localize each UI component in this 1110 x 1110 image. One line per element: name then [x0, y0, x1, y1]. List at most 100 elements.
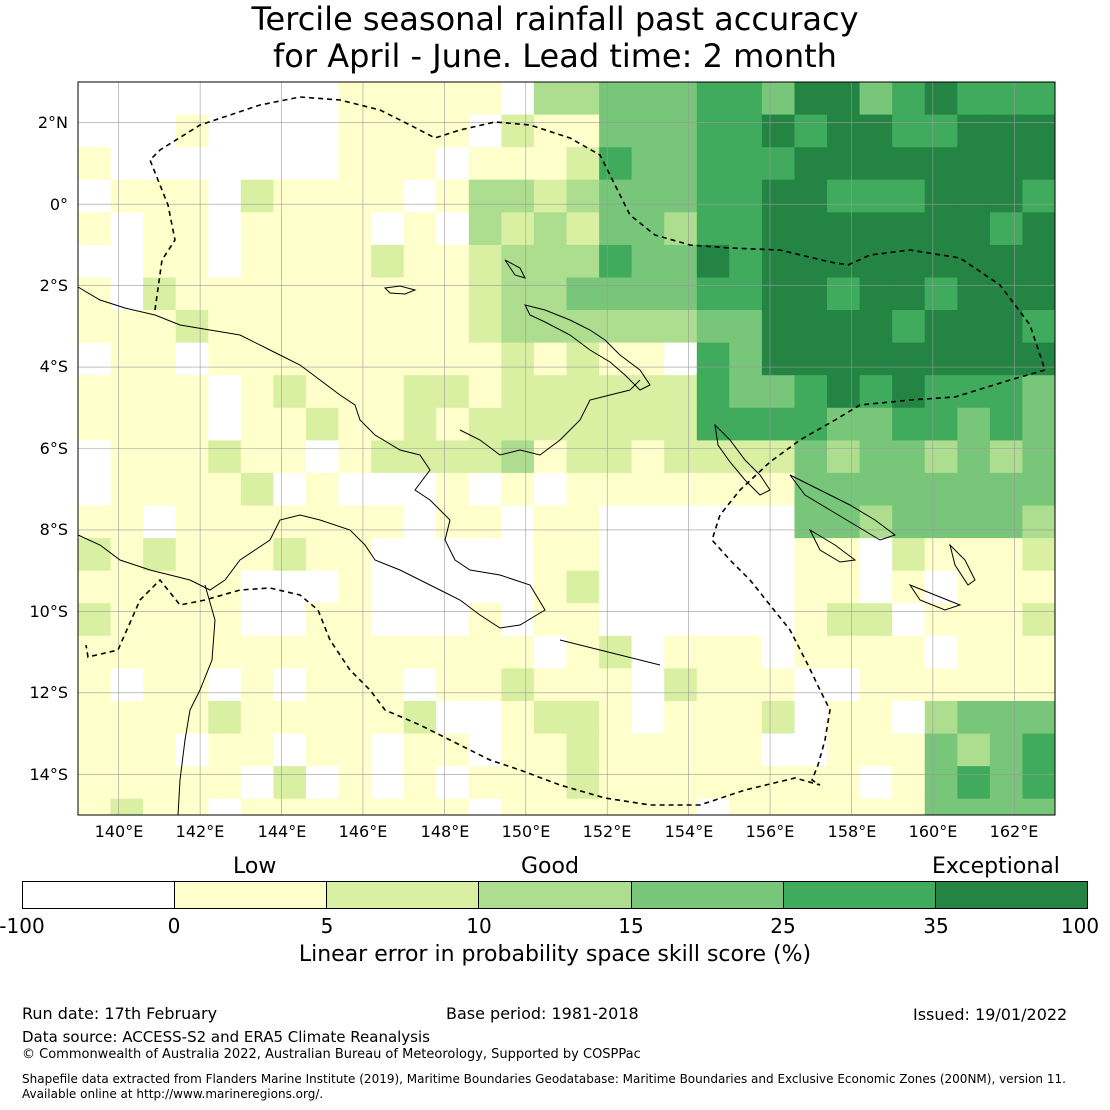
skill-cell [892, 407, 926, 441]
skill-cell [533, 440, 567, 474]
skill-cell [859, 407, 893, 441]
skill-cell [957, 244, 991, 278]
skill-cell [989, 407, 1023, 441]
skill-cell [371, 505, 405, 539]
skill-cell [306, 505, 340, 539]
skill-cell [533, 798, 567, 816]
skill-cell [501, 212, 535, 246]
skill-cell [273, 212, 307, 246]
skill-cell [859, 310, 893, 344]
skill-cell [631, 538, 665, 572]
category-good: Good [521, 854, 579, 879]
skill-cell [208, 538, 242, 572]
lon-label-156e: 156°E [745, 822, 795, 841]
skill-cell [78, 277, 112, 311]
skill-cell [338, 570, 372, 604]
skill-cell [78, 114, 112, 148]
skill-cell [143, 766, 177, 800]
skill-cell [175, 635, 209, 669]
skill-cell [957, 82, 991, 116]
skill-cell [175, 798, 209, 816]
skill-cell [338, 472, 372, 506]
colorbar-tick: 10 [466, 914, 492, 938]
skill-cell [924, 82, 958, 116]
skill-cell [110, 701, 144, 735]
skill-cell [338, 147, 372, 181]
skill-cell [403, 179, 437, 213]
skill-cell [273, 570, 307, 604]
lat-label-6s: 6°S [39, 439, 68, 458]
skill-cell [989, 244, 1023, 278]
skill-cell [566, 668, 600, 702]
skill-cell [240, 440, 274, 474]
skill-cell [1022, 440, 1056, 474]
skill-cell [533, 505, 567, 539]
skill-cell [989, 538, 1023, 572]
skill-cell [924, 179, 958, 213]
skill-cell [338, 766, 372, 800]
skill-cell [794, 505, 828, 539]
skill-cell [566, 701, 600, 735]
skill-cell [338, 277, 372, 311]
skill-cell [533, 701, 567, 735]
new-britain [524, 304, 651, 391]
skill-cell [1022, 244, 1056, 278]
skill-cell [989, 114, 1023, 148]
skill-cell [1022, 212, 1056, 246]
skill-cell [436, 114, 470, 148]
skill-cell [78, 603, 112, 637]
skill-cell [468, 277, 502, 311]
skill-cell [761, 570, 795, 604]
title-line-1: Tercile seasonal rainfall past accuracy [251, 0, 859, 38]
skill-cell [468, 798, 502, 816]
skill-cell [1022, 505, 1056, 539]
skill-cell [110, 635, 144, 669]
skill-cell [989, 701, 1023, 735]
skill-cell [501, 179, 535, 213]
skill-cell [957, 635, 991, 669]
skill-cell [240, 798, 274, 816]
skill-cell [1022, 766, 1056, 800]
skill-cell [924, 570, 958, 604]
cape-york-coast [177, 584, 216, 816]
skill-cell [761, 668, 795, 702]
skill-cell [761, 375, 795, 409]
skill-cell [761, 733, 795, 767]
skill-cell [110, 766, 144, 800]
skill-cell [436, 766, 470, 800]
skill-cell [566, 635, 600, 669]
skill-cell [827, 701, 861, 735]
lon-label-142e: 142°E [175, 822, 225, 841]
skill-cell [306, 310, 340, 344]
skill-cell [631, 635, 665, 669]
skill-cell [501, 407, 535, 441]
skill-cell [729, 310, 763, 344]
skill-cell [859, 766, 893, 800]
skill-cell [696, 310, 730, 344]
skill-cell [892, 342, 926, 376]
skill-cell [892, 277, 926, 311]
skill-cell [924, 440, 958, 474]
skill-cell [664, 310, 698, 344]
skill-cell [566, 244, 600, 278]
skill-cell [436, 375, 470, 409]
skill-cell [143, 538, 177, 572]
skill-cell [110, 375, 144, 409]
skill-cell [827, 147, 861, 181]
skill-cell [240, 375, 274, 409]
skill-cell [273, 766, 307, 800]
colorbar-tick: 5 [320, 914, 334, 938]
skill-cell [403, 538, 437, 572]
skill-cell [240, 310, 274, 344]
run-date: Run date: 17th February [22, 1004, 218, 1023]
lon-label-140e: 140°E [94, 822, 144, 841]
skill-cell [696, 407, 730, 441]
skill-cell [599, 635, 633, 669]
skill-cell [794, 375, 828, 409]
skill-cell [729, 147, 763, 181]
skill-cell [859, 244, 893, 278]
skill-cell [501, 538, 535, 572]
skill-cell [599, 603, 633, 637]
skill-cell [110, 407, 144, 441]
skill-cell [143, 472, 177, 506]
